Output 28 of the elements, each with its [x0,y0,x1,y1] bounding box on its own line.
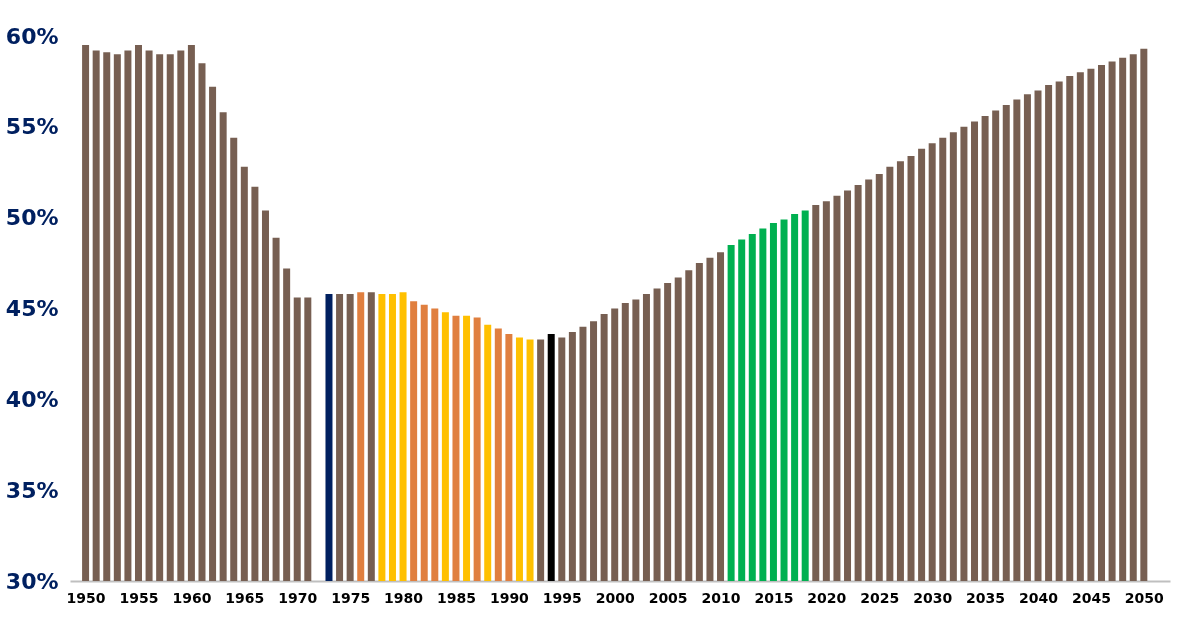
x-tick-label: 2020 [807,589,847,606]
x-tick-label: 2025 [860,589,900,606]
y-tick-label: 45% [5,296,59,321]
x-tick-label: 1980 [384,589,424,606]
y-tick-label: 50% [5,205,59,231]
y-tick-label: 30% [5,568,59,594]
x-tick-label: 2000 [595,589,635,606]
y-tick-label: 55% [5,114,59,140]
y-tick-label: 60% [5,23,59,49]
x-tick-label: 1955 [119,589,159,606]
x-tick-label: 2010 [701,589,741,606]
x-tick-label: 1970 [278,589,318,606]
x-tick-label: 2045 [1071,589,1111,606]
x-tick-label: 1960 [172,589,212,606]
x-tick-label: 2040 [1019,589,1059,606]
x-tick-label: 1995 [542,589,582,606]
x-tick-label: 1985 [436,589,476,606]
x-tick-label: 1975 [331,589,371,606]
x-tick-label: 2005 [648,589,688,606]
x-tick-label: 2050 [1124,589,1165,606]
y-tick-label: 35% [5,477,59,503]
x-tick-label: 1965 [225,589,265,606]
x-tick-label: 1950 [66,589,106,606]
y-tick-label: 40% [5,386,59,412]
x-tick-label: 2030 [913,589,953,606]
x-tick-label: 1990 [489,589,530,606]
x-tick-label: 2015 [754,589,794,606]
x-tick-label: 2035 [966,589,1006,606]
